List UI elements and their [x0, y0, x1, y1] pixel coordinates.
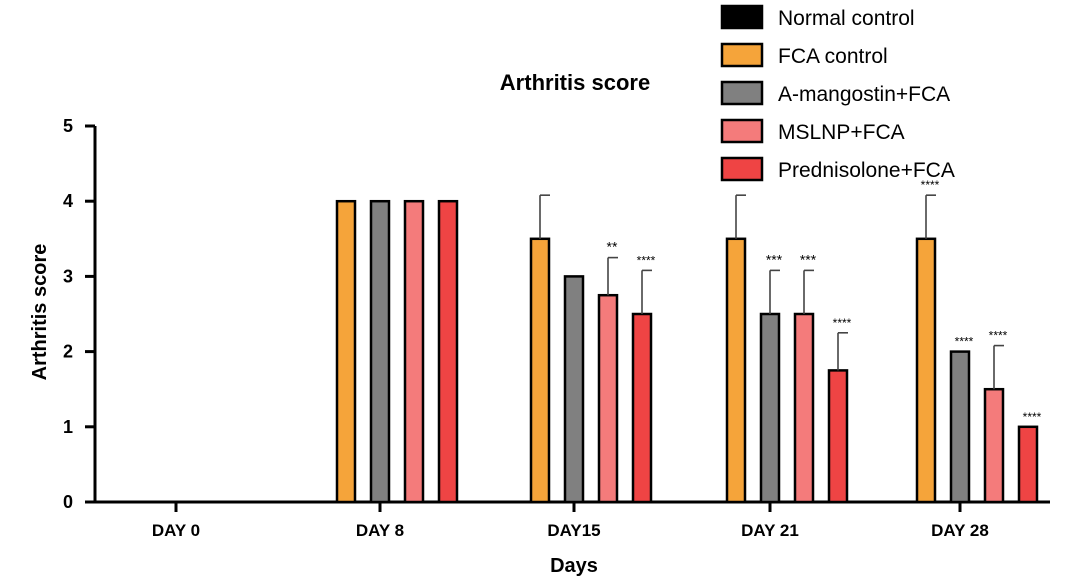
bar [403, 199, 425, 504]
bar [827, 369, 849, 504]
legend-label: MSLNP+FCA [778, 121, 905, 144]
bar [437, 199, 459, 504]
significance-label: **** [989, 329, 1008, 343]
legend-label: A-mangostin+FCA [778, 83, 950, 106]
bar [793, 312, 815, 504]
x-tick-label: DAY 0 [152, 521, 200, 540]
x-tick-label: DAY15 [547, 521, 600, 540]
bar [563, 275, 585, 504]
y-tick-label: 1 [63, 417, 73, 437]
bar [597, 293, 619, 504]
bar [529, 237, 551, 504]
bar [1017, 425, 1039, 504]
legend-swatch [720, 4, 764, 30]
legend-swatch [720, 118, 764, 144]
significance-label: **** [955, 335, 974, 349]
significance-label: **** [1023, 410, 1042, 424]
bar [631, 312, 653, 504]
y-tick-label: 4 [63, 191, 73, 211]
legend-swatch [720, 42, 764, 68]
x-tick-label: DAY 28 [931, 521, 989, 540]
axes: 0 1 2 3 4 5 DAY 0 DAY 8 DAY15 DAY 21 DAY 28 [63, 116, 1050, 540]
y-tick-label: 0 [63, 492, 73, 512]
y-tick-label: 3 [63, 266, 73, 286]
significance-label: *** [766, 251, 783, 267]
bars: ******************************** [335, 178, 1042, 504]
x-axis-title: Days [550, 555, 598, 577]
legend: Normal control FCA control A-mangostin+FCA… [720, 4, 955, 182]
significance-label: *** [800, 251, 817, 267]
chart-title: Arthritis score [500, 70, 650, 95]
significance-label: **** [921, 178, 940, 192]
significance-label: ** [607, 239, 618, 255]
bar [335, 199, 357, 504]
legend-swatch [720, 80, 764, 106]
legend-label: Prednisolone+FCA [778, 159, 955, 182]
y-tick-label: 2 [63, 342, 73, 362]
x-tick-label: DAY 21 [741, 521, 799, 540]
x-tick-label: DAY 8 [356, 521, 404, 540]
significance-label: **** [637, 253, 656, 267]
bar [983, 387, 1005, 504]
y-tick-label: 5 [63, 116, 73, 136]
bar [759, 312, 781, 504]
bar [725, 237, 747, 504]
legend-label: Normal control [778, 7, 915, 30]
bar [369, 199, 391, 504]
legend-swatch [720, 156, 764, 182]
legend-label: FCA control [778, 45, 888, 68]
bar [949, 350, 971, 504]
significance-label: **** [833, 316, 852, 330]
y-axis-title: Arthritis score [29, 244, 51, 381]
bar [915, 237, 937, 504]
